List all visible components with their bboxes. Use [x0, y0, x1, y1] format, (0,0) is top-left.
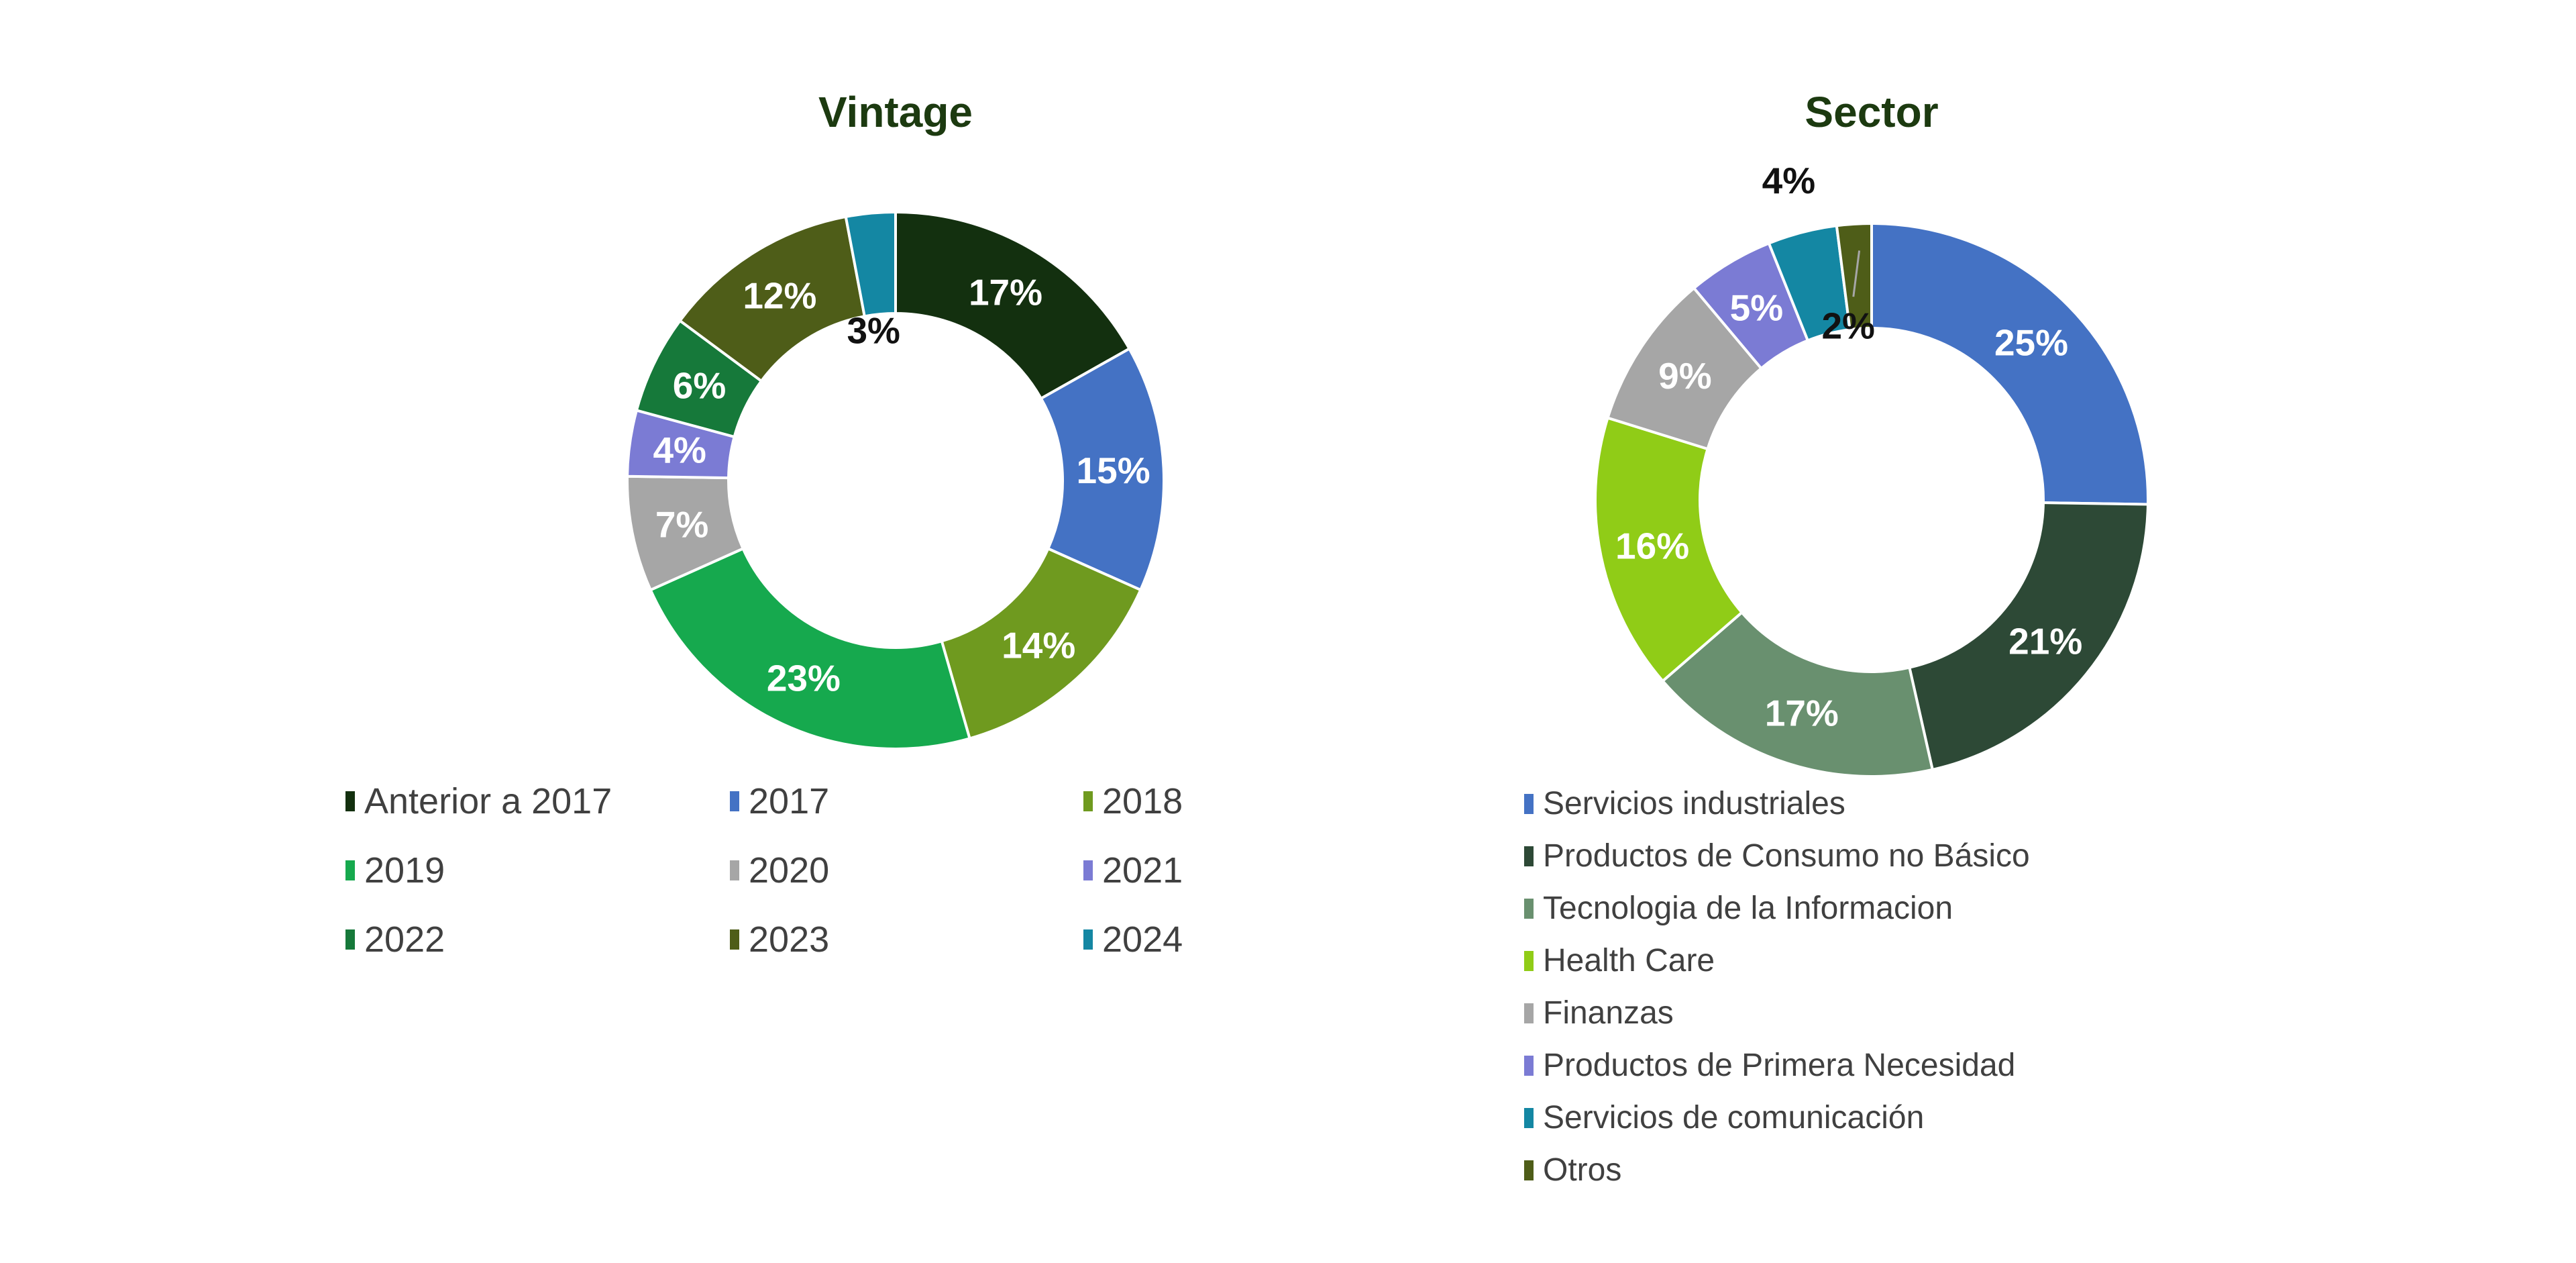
legend-label-servicios-de-comunicacion: Servicios de comunicación [1543, 1100, 1925, 1135]
legend-label-2018: 2018 [1102, 780, 1183, 821]
data-label-2020: 7% [655, 503, 709, 545]
legend-item-productos-de-primera-necesidad[interactable]: Productos de Primera Necesidad [1524, 1050, 2030, 1082]
legend-swatch-servicios-industriales [1524, 794, 1534, 814]
legend-item-health-care[interactable]: Health Care [1524, 945, 2030, 977]
legend-swatch-2021 [1083, 860, 1093, 880]
legend-swatch-health-care [1524, 951, 1534, 971]
legend-swatch-finanzas [1524, 1003, 1534, 1023]
legend-item-finanzas[interactable]: Finanzas [1524, 997, 2030, 1029]
legend-swatch-2022 [345, 929, 355, 950]
legend-item-2023[interactable]: 2023 [730, 921, 1083, 958]
legend-label-tecnologia-de-la-informacion: Tecnologia de la Informacion [1543, 891, 1953, 926]
legend-label-2020: 2020 [749, 850, 830, 891]
legend-item-anterior-a-2017[interactable]: Anterior a 2017 [345, 783, 730, 819]
legend-label-2023: 2023 [749, 919, 830, 960]
legend-label-2021: 2021 [1102, 850, 1183, 891]
legend-swatch-otros [1524, 1160, 1534, 1180]
data-label-tecnologia-de-la-informacion: 17% [1765, 692, 1839, 734]
legend-item-2019[interactable]: 2019 [345, 852, 730, 889]
legend-item-tecnologia-de-la-informacion[interactable]: Tecnologia de la Informacion [1524, 893, 2030, 925]
data-label-anterior-a-2017: 17% [969, 271, 1042, 313]
data-label-servicios-de-comunicacion: 4% [1762, 160, 1816, 201]
legend-label-2022: 2022 [364, 919, 445, 960]
legend-item-2017[interactable]: 2017 [730, 783, 1083, 819]
callout-line-otros [1852, 250, 1861, 297]
data-label-2023: 12% [743, 275, 816, 317]
data-label-health-care: 16% [1615, 525, 1689, 566]
vintage-chart-title: Vintage [818, 88, 973, 136]
legend-swatch-2023 [730, 929, 739, 950]
legend-item-servicios-de-comunicacion[interactable]: Servicios de comunicación [1524, 1102, 2030, 1134]
data-label-productos-de-primera-necesidad: 5% [1730, 287, 1784, 328]
legend-label-anterior-a-2017: Anterior a 2017 [364, 780, 612, 821]
legend-swatch-productos-de-consumo-no-basico [1524, 846, 1534, 866]
legend-swatch-2024 [1083, 929, 1093, 950]
legend-swatch-2018 [1083, 791, 1093, 811]
slice-2017[interactable] [1039, 346, 1165, 592]
legend-swatch-2017 [730, 791, 739, 811]
slice-anterior-a-2017[interactable] [894, 210, 1132, 401]
data-label-otros: 2% [1821, 305, 1875, 346]
data-label-finanzas: 9% [1658, 355, 1712, 397]
legend-label-productos-de-primera-necesidad: Productos de Primera Necesidad [1543, 1048, 2016, 1083]
data-label-2019: 23% [767, 658, 841, 699]
legend-label-otros: Otros [1543, 1152, 1622, 1188]
legend-item-productos-de-consumo-no-basico[interactable]: Productos de Consumo no Básico [1524, 840, 2030, 872]
slice-otros[interactable] [1835, 221, 1873, 332]
legend-swatch-servicios-de-comunicacion [1524, 1108, 1534, 1128]
vintage-legend: Anterior a 2017 2017 2018 2019 2020 2021 2022 2… [345, 766, 1385, 974]
slice-2024[interactable] [844, 210, 897, 318]
slice-servicios-industriales[interactable] [1870, 221, 2149, 506]
legend-item-2018[interactable]: 2018 [1083, 783, 1385, 819]
vintage-donut-chart: 17% 15% 14% 23% 7% 4% 6% 12% 3% [626, 210, 1165, 750]
data-label-2017: 15% [1077, 450, 1150, 491]
data-label-2022: 6% [673, 364, 727, 406]
legend-item-2020[interactable]: 2020 [730, 852, 1083, 889]
data-label-servicios-industriales: 25% [1994, 322, 2068, 364]
legend-label-2017: 2017 [749, 780, 830, 821]
data-label-2024: 3% [847, 309, 900, 351]
legend-swatch-anterior-a-2017 [345, 791, 355, 811]
data-label-2021: 4% [653, 430, 706, 471]
slice-2019[interactable] [649, 546, 971, 750]
legend-label-servicios-industriales: Servicios industriales [1543, 786, 1845, 821]
legend-item-2022[interactable]: 2022 [345, 921, 730, 958]
legend-label-productos-de-consumo-no-basico: Productos de Consumo no Básico [1543, 838, 2030, 874]
sector-donut-chart: 25% 21% 17% 16% 9% 5% 4% 2% [1594, 160, 2149, 778]
legend-label-2024: 2024 [1102, 919, 1183, 960]
data-label-2018: 14% [1002, 624, 1075, 666]
slice-health-care[interactable] [1594, 416, 1744, 683]
legend-item-otros[interactable]: Otros [1524, 1154, 2030, 1186]
legend-item-2024[interactable]: 2024 [1083, 921, 1385, 958]
sector-chart-title: Sector [1805, 88, 1939, 136]
legend-swatch-2019 [345, 860, 355, 880]
sector-legend: Servicios industriales Productos de Consu… [1524, 778, 2030, 1197]
legend-item-2021[interactable]: 2021 [1083, 852, 1385, 889]
legend-swatch-productos-de-primera-necesidad [1524, 1056, 1534, 1076]
legend-item-servicios-industriales[interactable]: Servicios industriales [1524, 788, 2030, 820]
slice-tecnologia-de-la-informacion[interactable] [1660, 610, 1935, 778]
legend-swatch-tecnologia-de-la-informacion [1524, 899, 1534, 919]
legend-label-health-care: Health Care [1543, 943, 1715, 978]
legend-swatch-2020 [730, 860, 739, 880]
data-label-productos-de-consumo-no-basico: 21% [2008, 621, 2082, 662]
slice-productos-de-consumo-no-basico[interactable] [1908, 501, 2149, 772]
legend-label-2019: 2019 [364, 850, 445, 891]
legend-label-finanzas: Finanzas [1543, 995, 1674, 1031]
